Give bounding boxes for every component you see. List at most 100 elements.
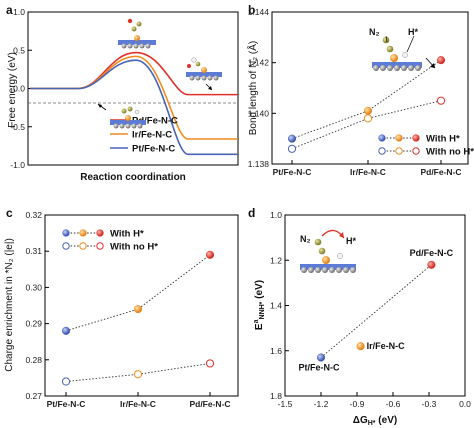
panel-b-point-open [363,114,373,123]
panel-d-xtick-label: -1.5 [278,399,293,409]
panel-c-legend-label: With H* [110,229,144,240]
panel-a-curve-3 [30,59,238,156]
panel-d-xtick-label: -0.3 [422,399,437,409]
panel-b-xtick-label: Pt/Fe-N-C [273,167,312,177]
panel-a-xlabel: Reaction coordination [80,172,186,183]
panel-c-ytick-label: 0.29 [25,319,42,329]
panel-a-label: a [6,3,13,17]
panel-d-ytick-label: 1.8 [270,391,282,401]
panel-b-n2-annotation: N₂ [369,27,380,37]
panel-d-point [356,342,365,351]
panel-c-label: c [6,206,13,220]
panel-d-structure-inset: N₂ H* [300,229,356,273]
panel-d-xtick-label: -0.6 [386,399,401,409]
panel-c-ytick-label: 0.31 [25,246,42,256]
panel-d-n2-annotation: N₂ [300,234,311,244]
panel-c-xtick-label: Pt/Fe-N-C [47,399,86,409]
panel-b-point-filled [287,134,297,143]
panel-b-point-filled [436,56,446,65]
panel-c-ytick-label: 0.30 [25,282,42,292]
panel-b-point-open [436,96,446,105]
panel-c-legend-marker [62,229,70,237]
panel-d-xtick-label: -1.2 [314,399,329,409]
panel-b-ytick-label: 1.138 [248,159,270,169]
panel-d-point [316,353,326,362]
panel-b-legend-marker [395,147,403,155]
panel-b-series-line-1 [291,59,442,140]
panel-d-point-label: Pd/Fe-N-C [410,248,454,258]
panel-d-ytick-label: 1.4 [270,301,282,311]
panel-c-frame [44,214,239,397]
panel-d-point-label: Pt/Fe-N-C [299,363,340,373]
panel-b-point-filled [363,106,373,115]
panel-c-ytick-label: 0.32 [25,210,42,220]
panel-b-legend-label: With H* [426,134,460,145]
panel-b-series-line-2 [291,100,442,150]
panel-a-legend-label: Pt/Fe-N-C [132,144,175,155]
panel-b-legend-marker [378,134,386,142]
panel-d-ylabel: EaNNH* (eV) [253,280,266,330]
panel-b-ytick-label: 1.140 [248,108,270,118]
panel-b-legend-marker [395,134,403,142]
panel-d-xtick-label: 0.0 [459,399,471,409]
panel-c-legend-marker [79,229,87,237]
panel-b-legend-marker [412,147,420,155]
panel-c-legend-marker [79,242,87,250]
panel-c-legend-marker [96,242,104,250]
panel-b-h-annotation: H* [408,27,418,37]
panel-a-structure-final [186,57,222,91]
panel-c-xtick-label: Ir/Fe-N-C [120,399,156,409]
panel-d-ytick-label: 1.0 [270,210,282,220]
panel-d-point-label: Ir/Fe-N-C [367,341,406,351]
panel-a-structure-initial [97,103,146,129]
panel-d-xtick-label: -0.9 [350,399,365,409]
panel-d-ytick-label: 1.2 [270,255,282,265]
panel-c-point-filled [133,305,143,314]
panel-c-point-filled [205,250,215,259]
panel-b-label: b [248,3,255,17]
panel-c-ylabel: Charge enrichment in *N₂ (|e|) [4,238,15,372]
panel-d-h-annotation: H* [346,236,356,246]
panel-a-ylabel: Free energy (eV) [7,52,18,128]
panel-c-series-line-1 [65,254,211,332]
panel-c-legend-marker [62,242,70,250]
panel-d-ytick-label: 1.6 [270,346,282,356]
panel-a-energy-profile: a 1.0 0.5 0.0 -0.5 -1.0 Reaction coordinatio… [6,3,239,183]
panel-a-ytick-label: -1.0 [10,160,25,170]
panel-b-legend-marker [412,134,420,142]
panel-b-xtick-label: Ir/Fe-N-C [350,167,386,177]
panel-c-xtick-label: Pd/Fe-N-C [189,399,230,409]
panel-c-ytick-label: 0.27 [25,391,42,401]
panel-b-ytick-label: 1.142 [248,58,270,68]
panel-c-legend-label: With no H* [110,242,158,253]
panel-c-point-open [205,359,215,368]
panel-a-ytick-label: 1.0 [13,7,25,17]
panel-c-point-open [61,377,71,386]
panel-b-ylabel: Bond length of N₂ (Å) [246,41,259,136]
panel-a-structure-ts [118,18,156,49]
panel-b-legend-marker [378,147,386,155]
panel-b-ytick-label: 1.144 [248,7,270,17]
panel-d-trend-line [320,264,432,358]
panel-b-structure-inset: N₂ H* [369,27,436,71]
panel-b-point-open [287,144,297,153]
panel-b-xtick-label: Pd/Fe-N-C [420,167,461,177]
panel-a-legend-label: Pd/Fe-N-C [132,116,178,127]
panel-c-legend-marker [96,229,104,237]
panel-d-xlabel: ΔGH* (eV) [353,415,397,427]
panel-b-bond-length: b 1.144 1.142 1.140 1.138 Pt/Fe-N-C Ir/Fe-N-… [246,3,474,177]
panel-a-ytick-label: 0.0 [13,84,25,94]
panel-b-legend-label: With no H* [426,147,474,158]
panel-c-charge-enrichment: c 0.32 0.31 0.30 0.29 0.28 0.27 Pt/Fe-N-C Ir/F… [4,206,239,409]
panel-a-ytick-label: 0.5 [13,45,25,55]
panel-d-label: d [248,206,255,220]
panel-d-point [427,260,436,269]
panel-c-point-filled [61,326,71,335]
panel-c-series-line-2 [65,362,211,382]
panel-b-frame [271,11,469,165]
panel-a-legend-label: Ir/Fe-N-C [132,130,172,141]
panel-c-ytick-label: 0.28 [25,355,42,365]
panel-a-ytick-label: -0.5 [10,122,25,132]
panel-d-activation-vs-dgh: d 1.0 1.2 1.4 1.6 1.8 -1.5 -1.2 -0.9 -0.6 -0.3 0.… [248,206,471,427]
